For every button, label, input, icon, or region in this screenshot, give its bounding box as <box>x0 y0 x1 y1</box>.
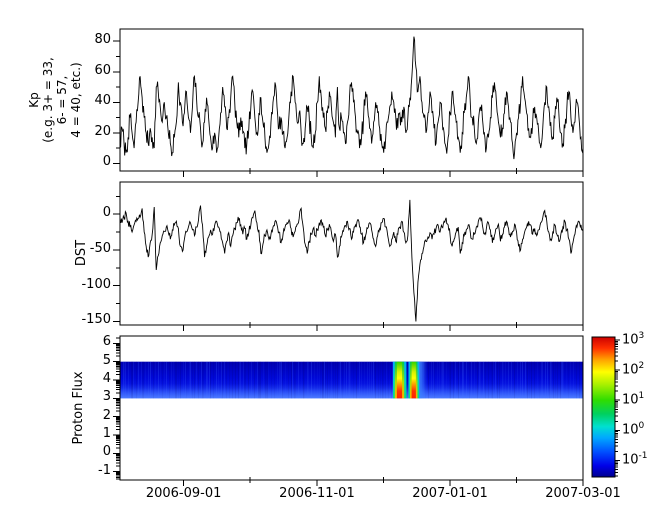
proton-ytick-label: 6 <box>102 334 111 350</box>
dst-ytick-label: 0 <box>102 205 111 221</box>
x-tick-label: 2007-03-01 <box>545 486 621 501</box>
proton-ytick-label: 1 <box>102 426 111 442</box>
colorbar-tick-label: 101 <box>622 391 645 408</box>
x-tick-label: 2006-11-01 <box>279 486 355 501</box>
colorbar <box>591 336 616 478</box>
proton-ytick-label: 5 <box>102 352 111 368</box>
proton-ytick-label: 4 <box>102 371 111 387</box>
kp-ytick-label: 20 <box>94 123 111 139</box>
colorbar-tick-label: 102 <box>622 361 645 378</box>
kp-ytick-label: 40 <box>94 93 111 109</box>
dst-ytick-label: -50 <box>89 240 111 256</box>
colorbar-tick-label: 100 <box>622 421 645 438</box>
kp-axis-label-line3: 6- = 57, <box>54 75 69 125</box>
kp-axis-label-line1: Kp <box>27 92 41 108</box>
kp-series-line <box>119 36 584 160</box>
dst-series-line <box>119 199 584 322</box>
dst-ytick-label: -150 <box>81 312 111 328</box>
kp-ytick-label: 80 <box>94 32 111 48</box>
proton-ytick-label: -1 <box>98 462 111 478</box>
proton-ytick-label: 2 <box>102 407 111 423</box>
axes-and-ticks <box>113 28 620 486</box>
kp-axis-label-line2: (e.g. 3+ = 33, <box>40 57 55 143</box>
x-tick-label: 2006-09-01 <box>145 486 222 501</box>
colorbar-tick-label: 10-1 <box>622 451 648 468</box>
colorbar-tick-label: 103 <box>622 331 645 348</box>
x-tick-label: 2007-01-01 <box>412 486 488 501</box>
kp-ytick-label: 60 <box>94 62 111 78</box>
proton-ytick-label: 0 <box>102 444 111 460</box>
dst-ytick-label: -100 <box>81 276 111 292</box>
kp-ytick-label: 0 <box>102 154 111 170</box>
proton-spectrogram <box>120 361 583 399</box>
proton-ytick-label: 3 <box>102 389 111 405</box>
